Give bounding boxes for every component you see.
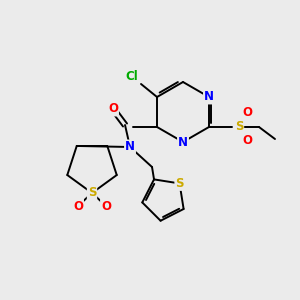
Text: N: N — [125, 140, 135, 154]
Text: O: O — [108, 103, 118, 116]
Text: S: S — [175, 177, 184, 190]
Text: S: S — [235, 121, 243, 134]
Text: O: O — [242, 134, 252, 148]
Text: S: S — [88, 187, 96, 200]
Text: N: N — [178, 136, 188, 148]
Text: O: O — [73, 200, 83, 212]
Text: O: O — [242, 106, 252, 119]
Text: N: N — [204, 91, 214, 103]
Text: Cl: Cl — [126, 70, 138, 83]
Text: O: O — [101, 200, 111, 212]
